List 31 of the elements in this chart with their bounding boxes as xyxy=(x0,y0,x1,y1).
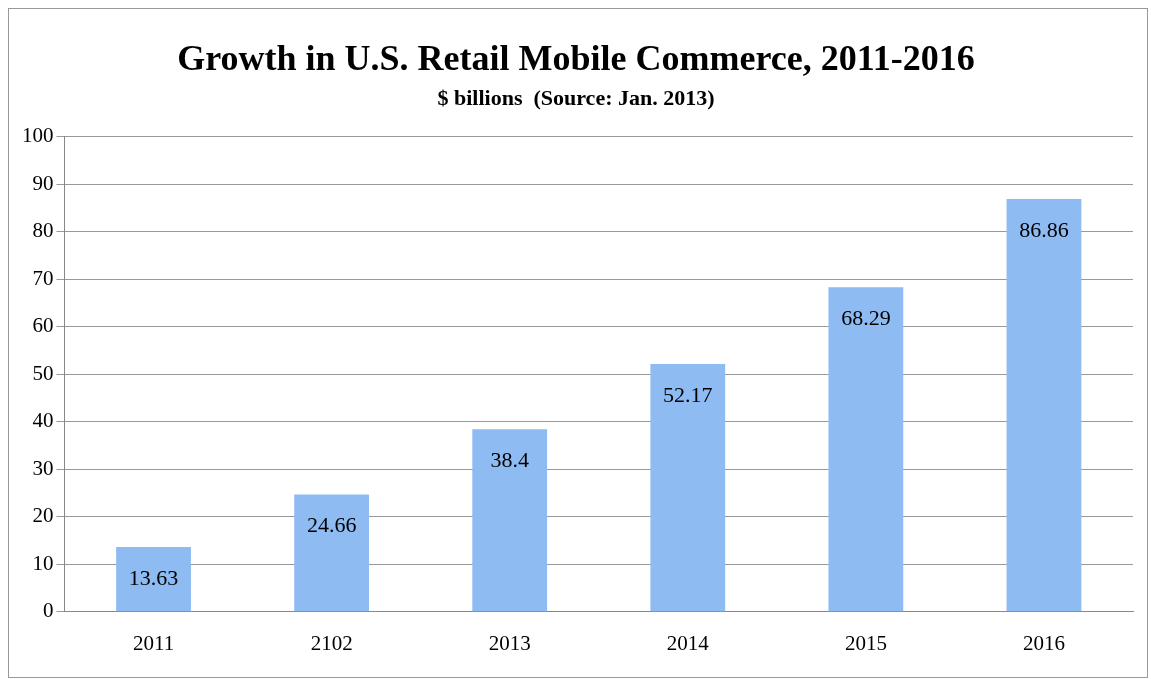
data-label: 52.17 xyxy=(663,381,713,407)
y-tick-label: 60 xyxy=(32,313,54,338)
y-tick-label: 50 xyxy=(32,360,54,385)
y-tick-label: 80 xyxy=(32,218,54,243)
x-tick-label: 2011 xyxy=(132,630,175,655)
data-label: 38.4 xyxy=(490,447,529,473)
x-tick-label: 2102 xyxy=(310,630,353,655)
y-tick-label: 10 xyxy=(32,550,54,575)
data-label: 13.63 xyxy=(128,564,179,590)
chart-title: Growth in U.S. Retail Mobile Commerce, 2011-2016 xyxy=(177,37,975,78)
bar xyxy=(472,429,548,612)
data-label: 68.29 xyxy=(841,305,891,331)
y-tick-label: 40 xyxy=(32,408,54,433)
y-tick-label: 20 xyxy=(32,503,54,528)
bar xyxy=(294,494,370,612)
x-tick-label: 2016 xyxy=(1022,630,1065,655)
y-tick-label: 100 xyxy=(22,123,54,148)
data-label: 24.66 xyxy=(306,512,357,538)
x-tick-label: 2014 xyxy=(666,630,710,655)
y-tick-label: 0 xyxy=(43,598,54,623)
y-tick-label: 30 xyxy=(32,455,54,480)
bar xyxy=(828,287,904,612)
bar xyxy=(650,363,726,612)
bar xyxy=(1006,199,1082,612)
x-tick-label: 2015 xyxy=(844,630,887,655)
y-tick-label: 90 xyxy=(32,170,54,195)
data-label: 86.86 xyxy=(1019,216,1069,242)
chart-subtitle: $ billions (Source: Jan. 2013) xyxy=(437,85,715,111)
bar xyxy=(116,547,191,612)
y-tick-label: 70 xyxy=(32,265,54,290)
x-tick-label: 2013 xyxy=(488,630,531,655)
